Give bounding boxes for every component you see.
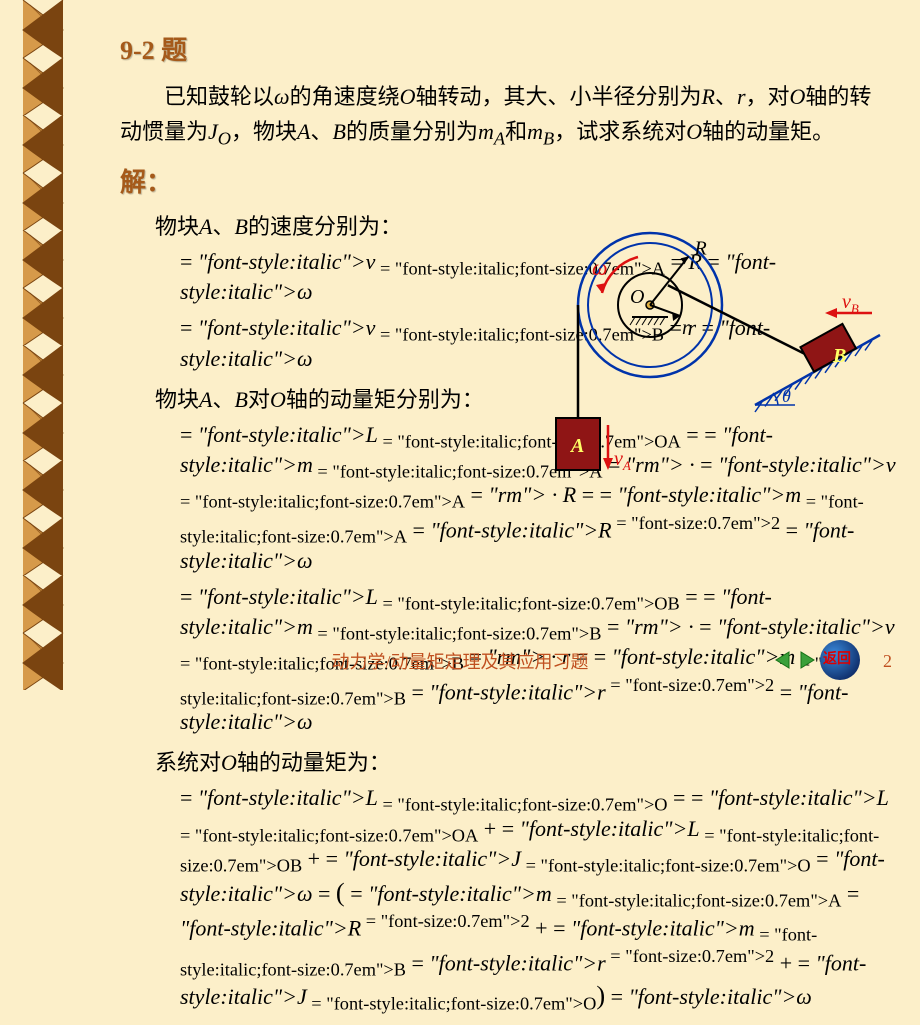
svg-text:R: R: [694, 237, 707, 259]
svg-text:O: O: [630, 286, 644, 308]
problem-title: 9-2 题: [120, 30, 900, 67]
svg-text:r: r: [682, 317, 690, 339]
svg-text:A: A: [569, 435, 584, 457]
svg-text:ω: ω: [592, 255, 608, 280]
slide-content: 9-2 题 已知鼓轮以ω的角速度绕O轴转动，其大、小半径分别为R、r，对O轴的转…: [120, 30, 900, 1025]
text-line-3: 系统对O轴的动量矩为：: [155, 745, 900, 777]
return-label: 返回: [823, 648, 851, 668]
svg-text:vA: vA: [614, 448, 631, 473]
physics-diagram: Rr Oω AvA BvB θ: [530, 230, 890, 490]
solution-label: 解：: [120, 162, 900, 199]
return-button[interactable]: 返回: [820, 640, 860, 680]
decorative-braid: [18, 0, 68, 690]
formula-LO: = "font-style:italic">L = "font-style:it…: [180, 785, 900, 1014]
svg-text:B: B: [832, 345, 846, 367]
svg-text:θ: θ: [782, 386, 791, 406]
svg-text:vB: vB: [842, 291, 859, 316]
nav-controls: 返回: [772, 640, 860, 680]
problem-statement: 已知鼓轮以ω的角速度绕O轴转动，其大、小半径分别为R、r，对O轴的转动惯量为JO…: [120, 79, 900, 154]
page-number: 2: [883, 651, 892, 672]
next-button[interactable]: [796, 649, 818, 671]
prev-button[interactable]: [772, 649, 794, 671]
